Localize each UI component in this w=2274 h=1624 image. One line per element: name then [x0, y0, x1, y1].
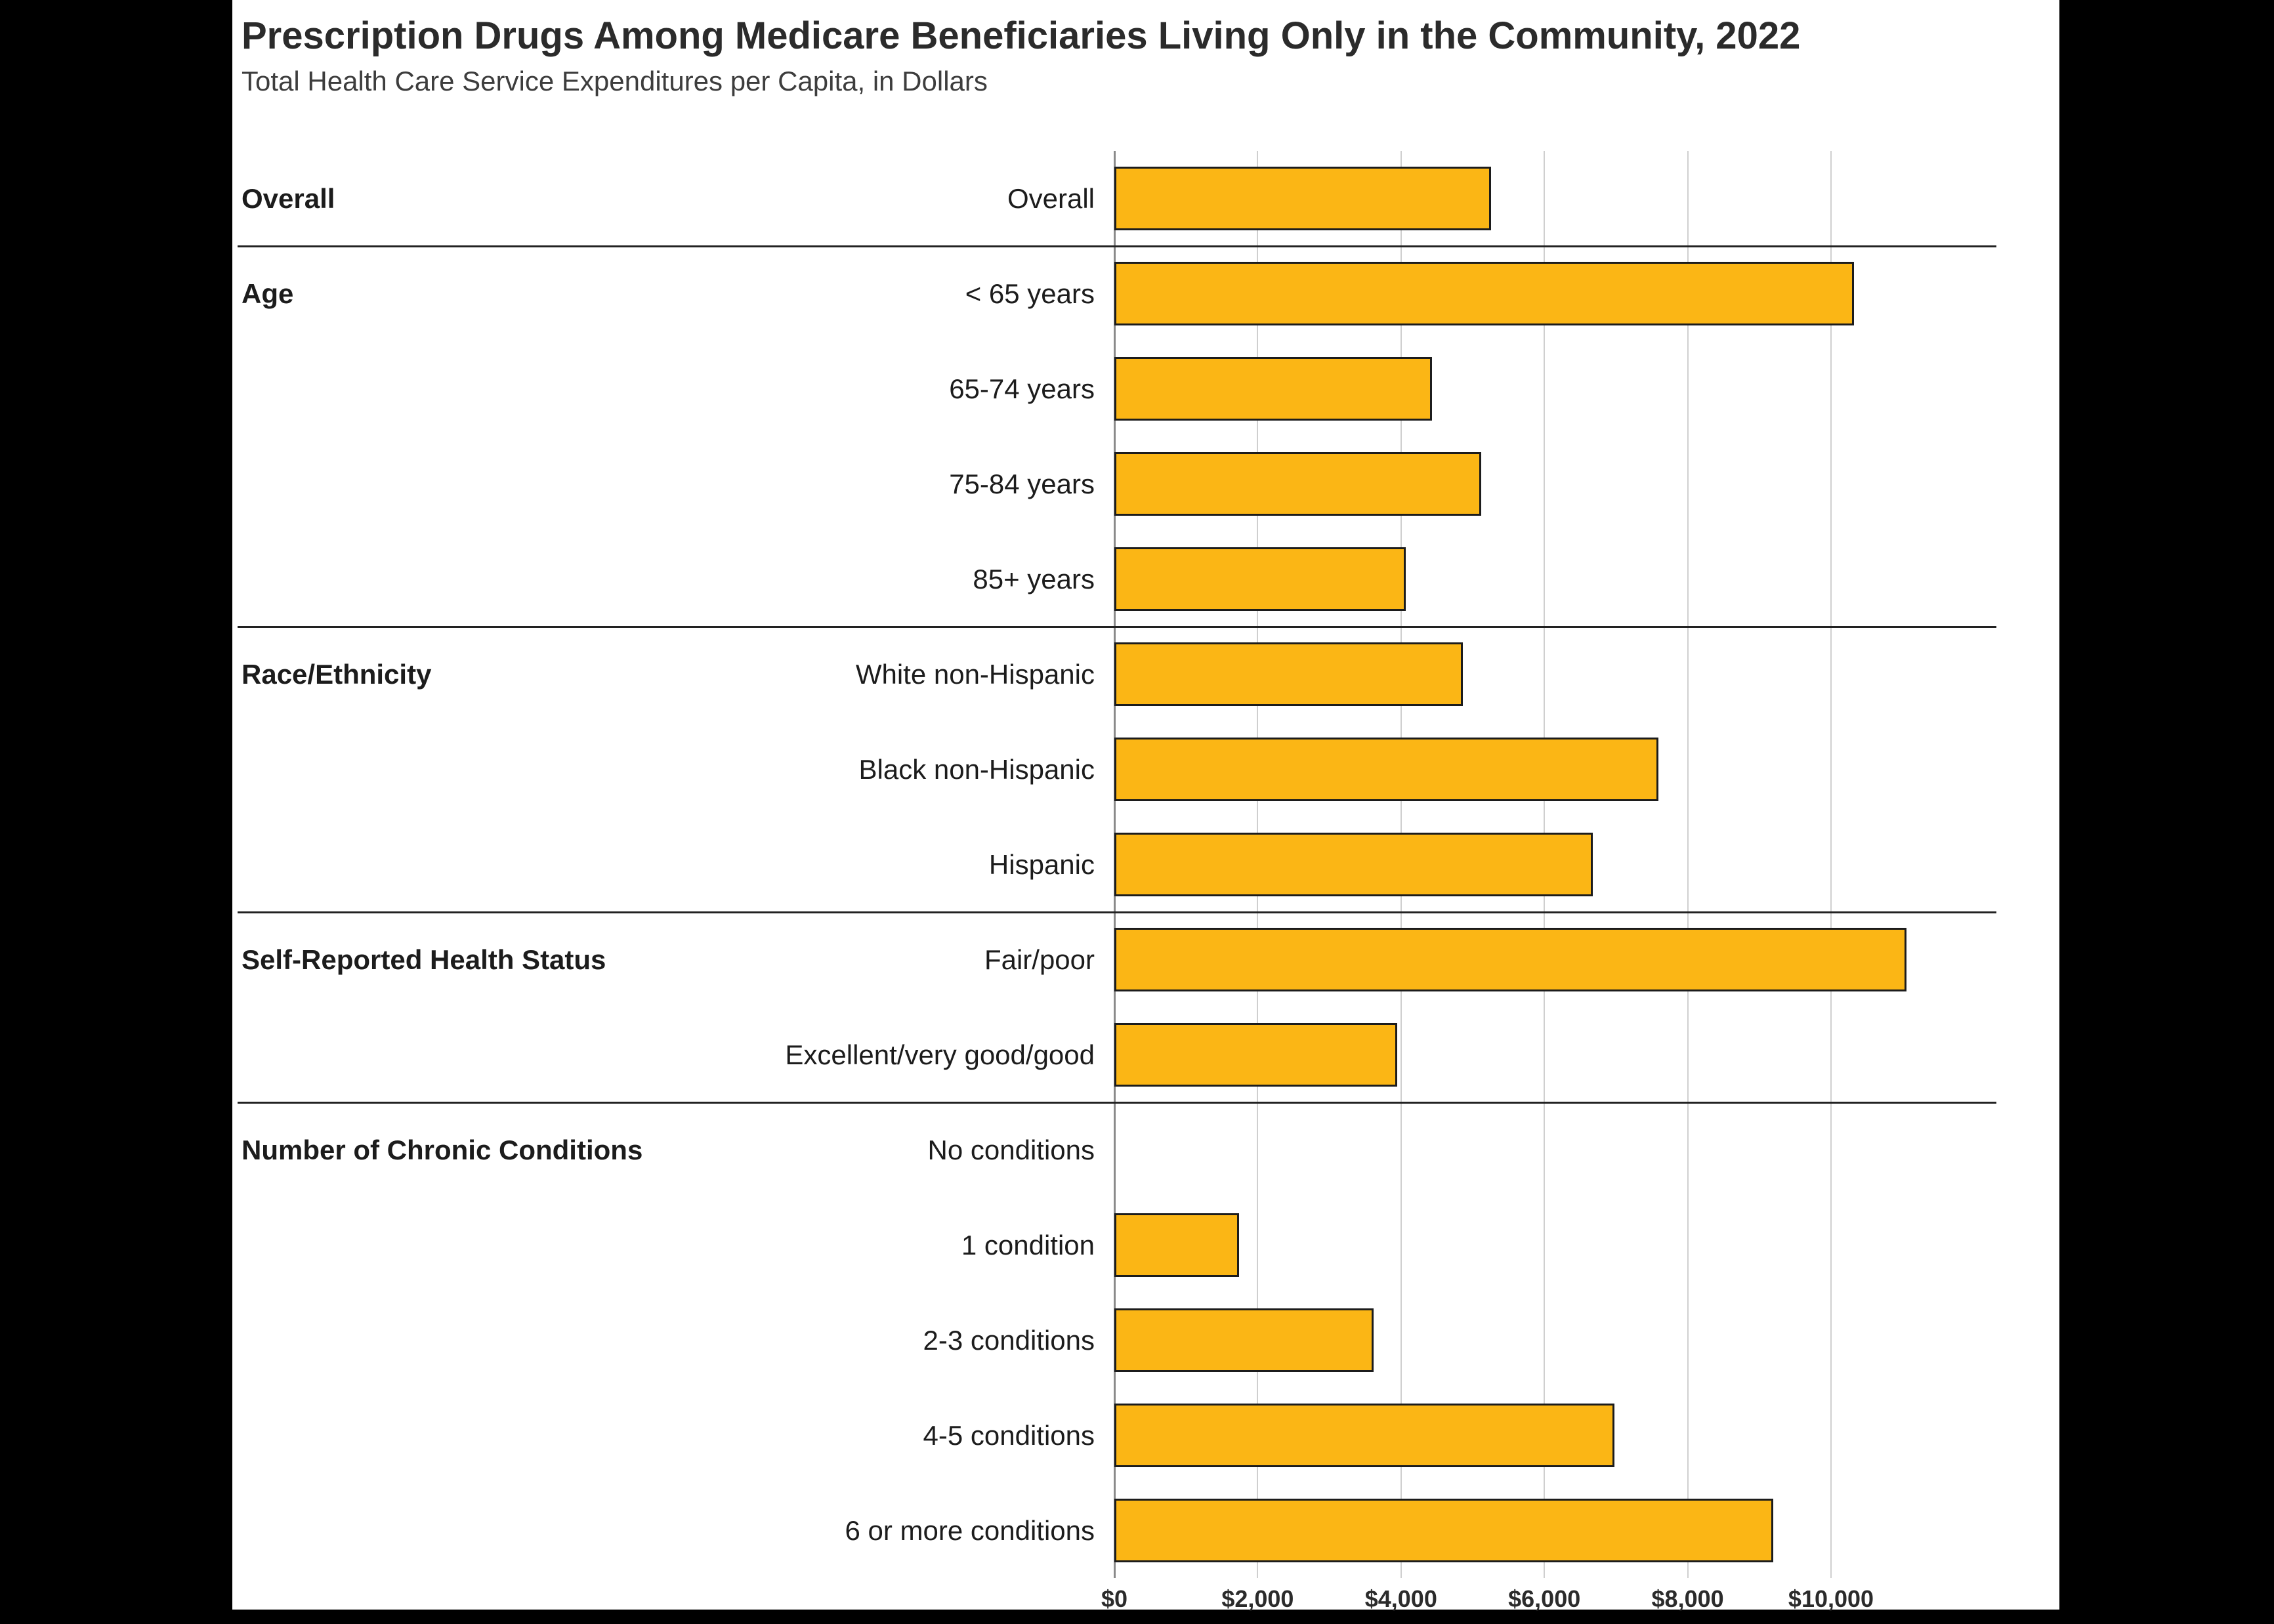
row-label: 2-3 conditions: [923, 1325, 1095, 1356]
bar: [1114, 262, 1854, 325]
bar: [1114, 833, 1593, 896]
bar: [1114, 1499, 1773, 1562]
row-label: 85+ years: [973, 564, 1095, 594]
row-label: 4-5 conditions: [923, 1420, 1095, 1451]
bar: [1114, 642, 1463, 706]
row-label: < 65 years: [965, 278, 1095, 309]
group-label: Self-Reported Health Status: [242, 944, 606, 975]
group-label: Number of Chronic Conditions: [242, 1135, 643, 1165]
x-tick-label: $10,000: [1788, 1585, 1874, 1612]
group-label: Age: [242, 278, 294, 309]
x-tick-label: $2,000: [1221, 1585, 1294, 1612]
group-separator: [238, 911, 1996, 913]
bar: [1114, 452, 1481, 516]
x-tick-label: $8,000: [1651, 1585, 1724, 1612]
row-label: Hispanic: [988, 849, 1095, 880]
row-label: Excellent/very good/good: [785, 1039, 1095, 1070]
x-gridline: [1687, 151, 1689, 1578]
row-label: No conditions: [927, 1135, 1095, 1165]
bar: [1114, 1404, 1614, 1467]
x-tick-label: $4,000: [1364, 1585, 1437, 1612]
x-tick-label: $6,000: [1508, 1585, 1581, 1612]
chart-panel: Prescription Drugs Among Medicare Benefi…: [232, 0, 2059, 1612]
x-gridline: [1830, 151, 1832, 1578]
row-label: White non-Hispanic: [855, 659, 1095, 690]
bar: [1114, 1308, 1374, 1372]
row-label: 75-84 years: [949, 468, 1095, 499]
bar: [1114, 1213, 1239, 1277]
x-tick-label: $0: [1101, 1585, 1128, 1612]
row-label: Fair/poor: [984, 944, 1095, 975]
group-separator: [238, 1102, 1996, 1104]
group-label: Overall: [242, 183, 335, 214]
bar: [1114, 928, 1906, 991]
chart-subtitle: Total Health Care Service Expenditures p…: [242, 66, 988, 96]
row-label: 1 condition: [961, 1230, 1095, 1260]
bar: [1114, 1023, 1397, 1087]
group-label: Race/Ethnicity: [242, 659, 432, 690]
row-label: Overall: [1007, 183, 1095, 214]
chart-title: Prescription Drugs Among Medicare Benefi…: [242, 14, 1801, 57]
row-label: 65-74 years: [949, 373, 1095, 404]
bar: [1114, 547, 1406, 611]
row-label: Black non-Hispanic: [858, 754, 1095, 785]
group-separator: [238, 245, 1996, 247]
chart-header: Prescription Drugs Among Medicare Benefi…: [242, 14, 2040, 97]
group-separator: [238, 626, 1996, 628]
bar-chart: $0 $2,000 $4,000 $6,000 $8,000 $10,000 Overall…: [232, 0, 2059, 1612]
bar: [1114, 738, 1658, 801]
bar: [1114, 357, 1432, 421]
row-label: 6 or more conditions: [845, 1515, 1095, 1546]
bar: [1114, 167, 1491, 230]
